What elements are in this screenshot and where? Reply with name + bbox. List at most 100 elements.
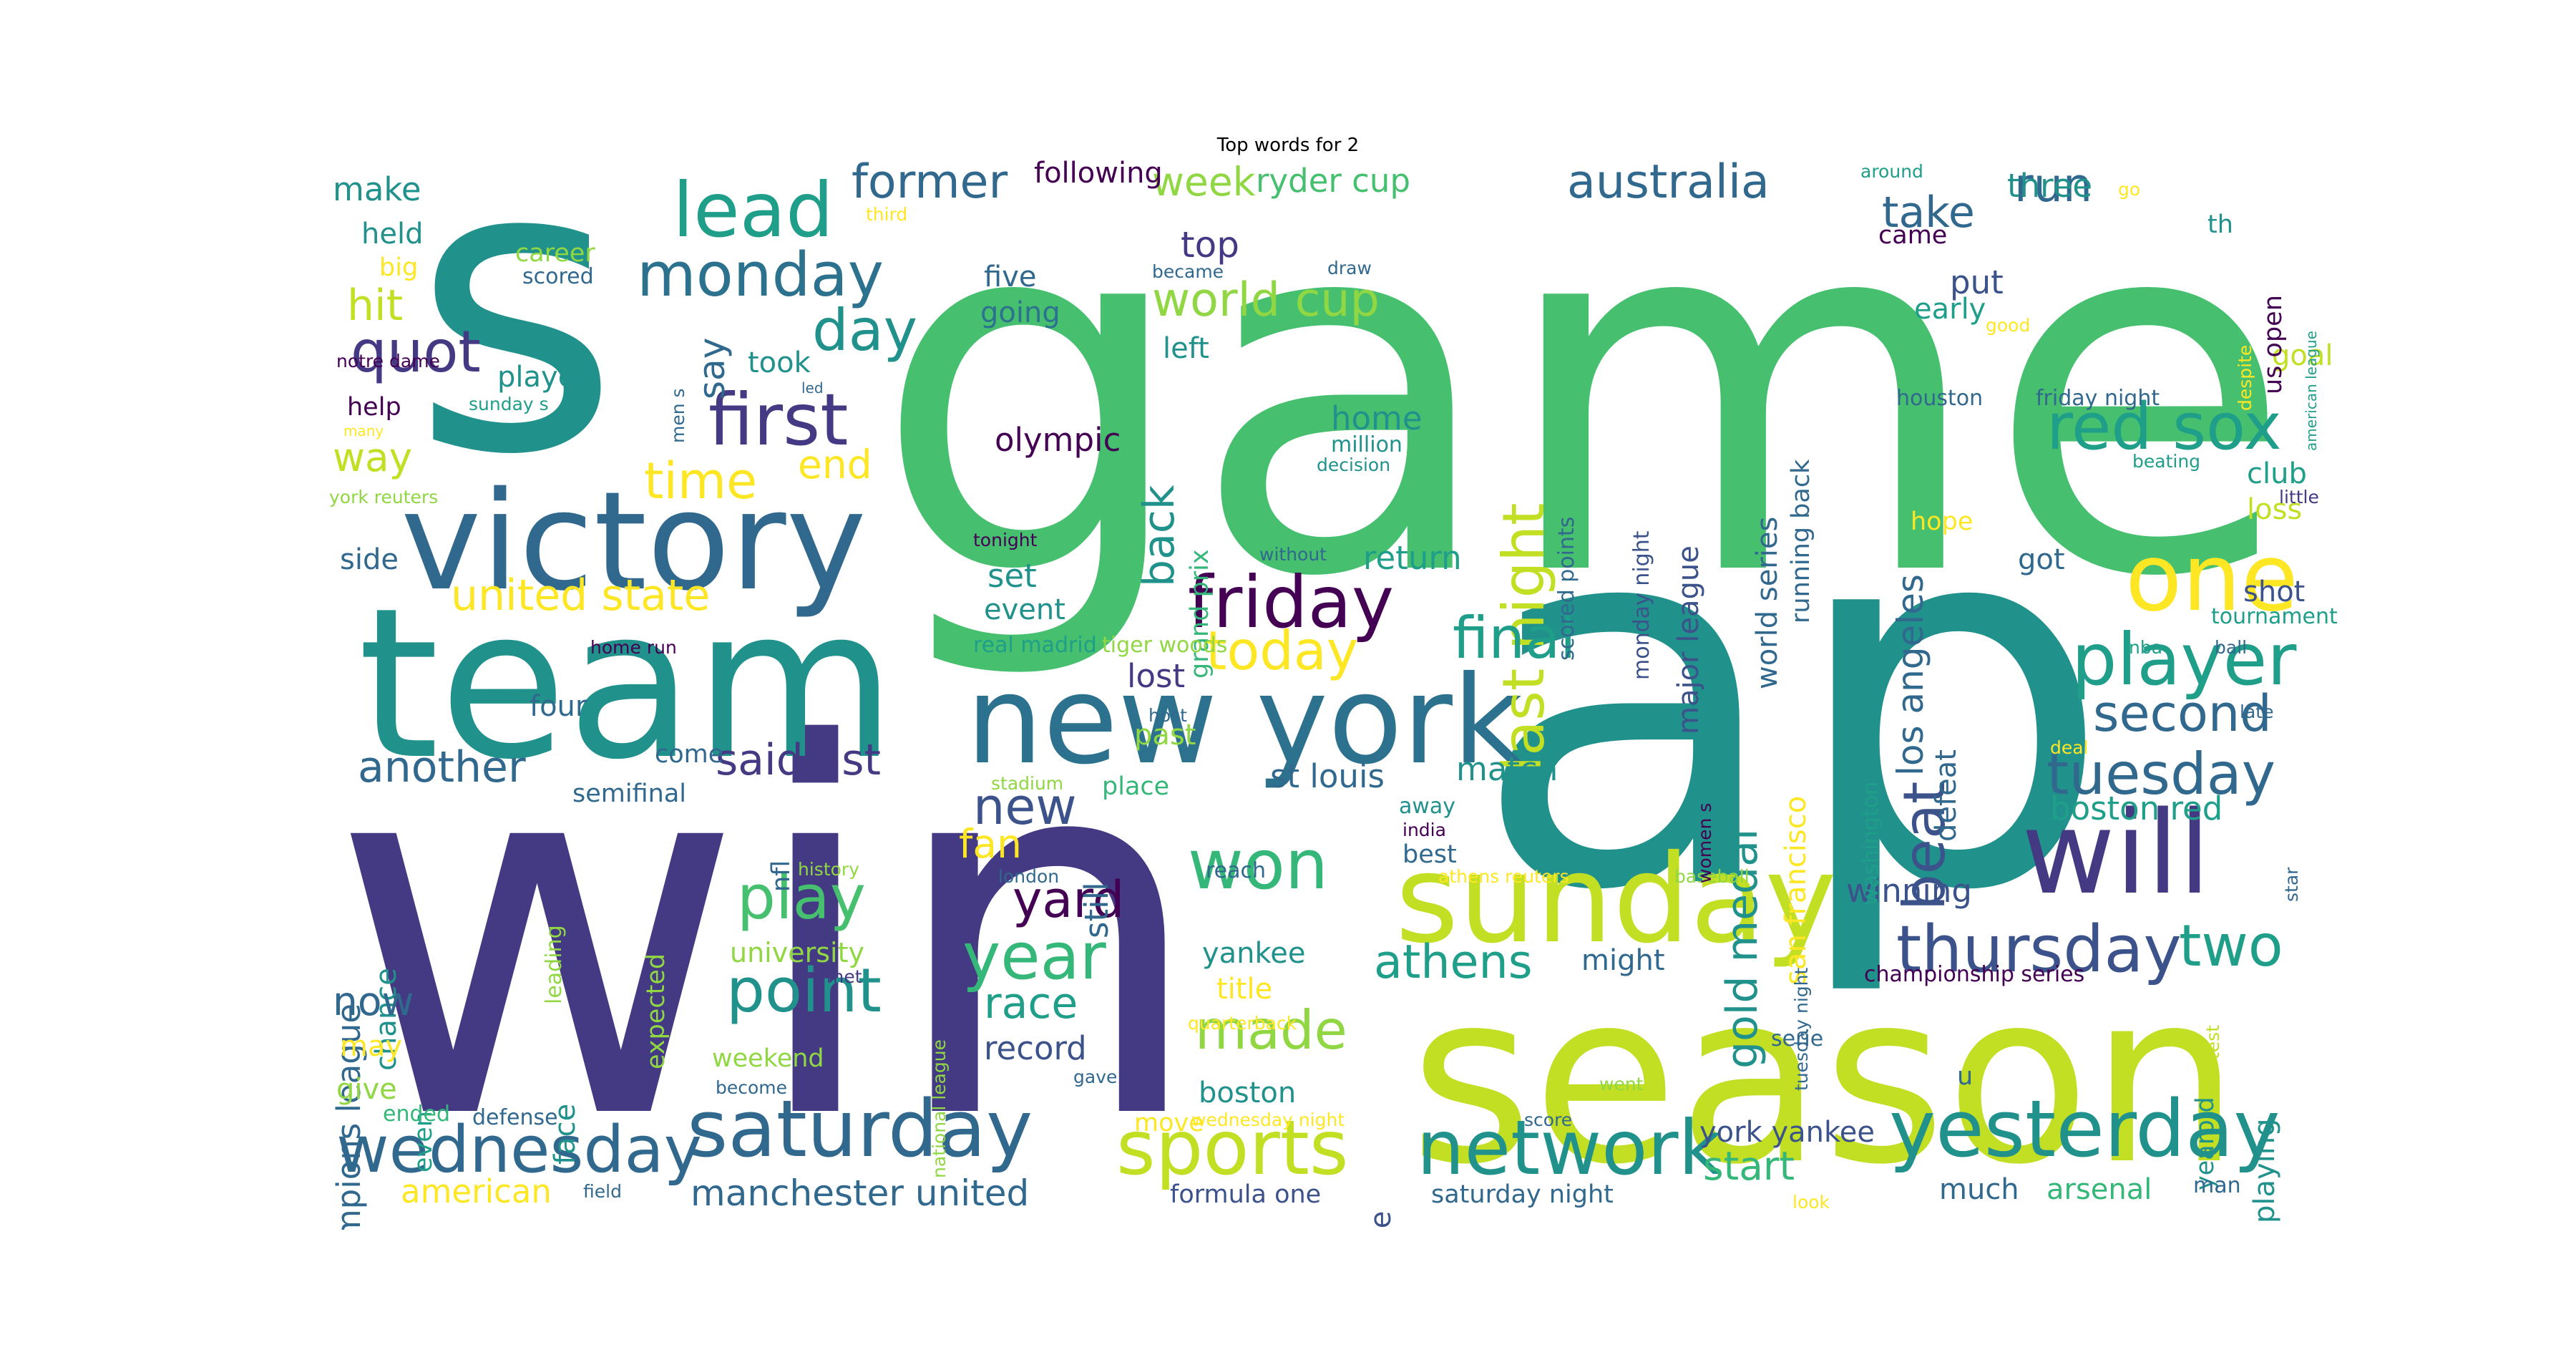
word-united-state: united state <box>451 570 711 621</box>
word-player: player <box>2072 618 2297 701</box>
word-home: home <box>1331 399 1423 437</box>
word-tuesday-night: tuesday night <box>1791 967 1812 1091</box>
word-set: set <box>987 557 1037 595</box>
word-host: host <box>1148 705 1187 726</box>
word-first: first <box>708 378 849 462</box>
word-going: going <box>980 296 1060 329</box>
word-scored-points: scored points <box>1554 516 1579 661</box>
word-beating: beating <box>2132 451 2201 472</box>
word-yesterday: yesterday <box>1889 1083 2280 1175</box>
word-s: s <box>411 159 620 543</box>
word-defense: defense <box>472 1105 558 1130</box>
word-five: five <box>984 261 1037 293</box>
word-american-league: american league <box>2303 331 2320 451</box>
word-york-reuters: york reuters <box>329 487 439 507</box>
word-sunday: sunday <box>1395 829 1837 971</box>
word-race: race <box>984 978 1078 1029</box>
word-reach: reach <box>1206 858 1267 883</box>
word-los-angeles: los angeles <box>1890 574 1931 776</box>
word-india: india <box>1402 820 1446 840</box>
word-four: four <box>530 690 587 723</box>
word-score: score <box>1524 1109 1573 1130</box>
word-make: make <box>333 170 421 208</box>
word-day: day <box>812 297 918 364</box>
word-today: today <box>1206 619 1359 682</box>
word-gold-medal: gold medal <box>1717 828 1767 1069</box>
word-yankee: yankee <box>1202 937 1306 970</box>
word-little: little <box>2279 487 2319 507</box>
word-go: go <box>2118 179 2141 200</box>
word-return: return <box>1363 539 1462 577</box>
word-wednesday: wednesday <box>336 1112 702 1187</box>
word-made: made <box>1195 999 1347 1062</box>
word-olympic: olympic <box>995 421 1121 459</box>
chart-title: Top words for 2 <box>1216 135 1360 156</box>
word-network: network <box>1417 1104 1722 1192</box>
word-york-yankee: york yankee <box>1699 1116 1875 1149</box>
word-thursday: thursday <box>1896 912 2182 987</box>
word-first-time: first time <box>1365 1211 1397 1230</box>
word-tournament: tournament <box>2211 604 2338 629</box>
word-field: field <box>583 1181 622 1202</box>
word-sports: sports <box>1116 1104 1349 1192</box>
word-american: american <box>401 1172 552 1210</box>
word-run: run <box>2014 159 2093 213</box>
word-help: help <box>347 393 401 422</box>
word-leading: leading <box>542 925 567 1004</box>
word-ap: ap <box>1470 403 2114 1003</box>
word-test: test <box>2202 1024 2223 1059</box>
word-world-series: world series <box>1751 516 1784 689</box>
word-million: million <box>1331 432 1402 457</box>
word-two: two <box>2179 913 2283 979</box>
word-best: best <box>1402 840 1457 869</box>
word-time: time <box>644 452 758 510</box>
word-say: say <box>691 337 733 399</box>
word-without: without <box>1259 544 1327 565</box>
word-university: university <box>730 937 864 968</box>
word-tuesday: tuesday <box>2046 741 2276 807</box>
word-nba: nba <box>2129 637 2163 658</box>
word-boston-red: boston red <box>2050 790 2223 827</box>
word-hope: hope <box>1911 507 1974 536</box>
word-met: met <box>826 966 862 987</box>
word-gave: gave <box>1073 1067 1118 1087</box>
word-star: star <box>2281 867 2302 902</box>
word-look: look <box>1792 1192 1830 1213</box>
word-home-run: home run <box>590 637 677 658</box>
word-manchester-united: manchester united <box>691 1172 1030 1214</box>
word-women-s: women s <box>1694 802 1715 883</box>
word-defeat: defeat <box>1930 749 1963 842</box>
word-quot: quot <box>351 319 481 385</box>
word-ended: ended <box>383 1102 451 1127</box>
word-another: another <box>358 742 526 792</box>
word-point: point <box>726 956 882 1026</box>
word-face: face <box>549 1103 582 1165</box>
word-week: week <box>1152 159 1256 205</box>
word-one: one <box>2125 523 2298 632</box>
word-washington: washington <box>1858 781 1883 905</box>
word-came: came <box>1878 221 1948 250</box>
word-might: might <box>1581 944 1665 977</box>
word-scored: scored <box>522 264 594 289</box>
word-second: second <box>2093 684 2272 743</box>
word-game: game <box>873 159 2294 686</box>
word-deal: deal <box>2050 737 2089 758</box>
word-serie: serie <box>1771 1026 1824 1051</box>
word-houston: houston <box>1896 386 1984 411</box>
word-saidlast: saidlast <box>716 735 882 785</box>
word-sunday-s: sunday s <box>469 394 549 414</box>
word-played: played <box>497 361 594 394</box>
word-end: end <box>798 442 872 487</box>
word-decision: decision <box>1317 455 1391 475</box>
word-play: play <box>737 863 866 933</box>
word-championship-series: championship series <box>1864 962 2085 987</box>
word-despite: despite <box>2235 344 2255 411</box>
word-held: held <box>361 218 424 251</box>
word-team: team <box>358 564 897 805</box>
word-expected: expected <box>642 953 670 1069</box>
word-th: th <box>2207 210 2233 239</box>
word-friday: friday <box>1188 560 1395 644</box>
word-got: got <box>2018 543 2065 576</box>
word-back: back <box>1134 485 1184 587</box>
word-top: top <box>1181 224 1239 266</box>
